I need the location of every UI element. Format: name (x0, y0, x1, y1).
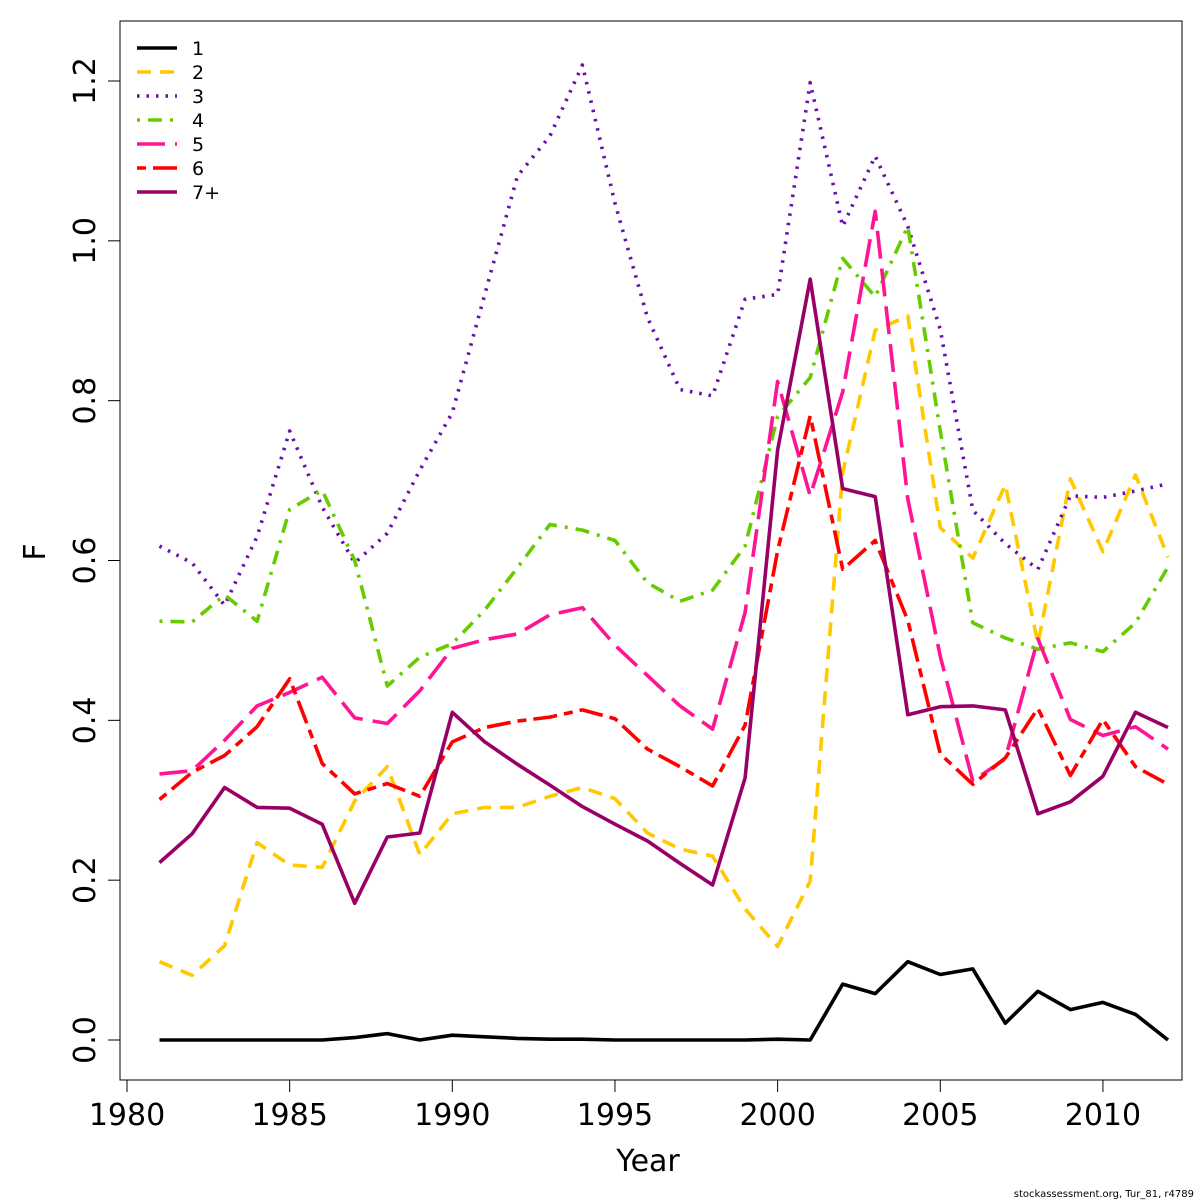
series-line-7plus (158, 277, 1169, 906)
x-tick-label: 1985 (251, 1098, 327, 1133)
x-tick-label: 2010 (1065, 1098, 1141, 1133)
x-axis-title: Year (615, 1144, 680, 1179)
series-line-5 (159, 209, 1170, 783)
legend-label: 3 (192, 86, 204, 108)
legend-label: 2 (192, 62, 204, 84)
y-tick-label: 1.2 (68, 57, 103, 105)
y-tick-label: 1.0 (68, 217, 103, 265)
series-line-4 (159, 224, 1170, 688)
y-axis-title: F (18, 543, 53, 560)
legend-label: 1 (192, 38, 204, 60)
series-line-1 (159, 959, 1170, 1042)
x-tick-label: 1980 (89, 1098, 165, 1133)
x-tick-label: 2000 (739, 1098, 815, 1133)
y-tick-label: 0.0 (68, 1016, 103, 1064)
y-tick-label: 0.6 (68, 537, 103, 585)
credit-text: stockassessment.org, Tur_81, r4789 (1014, 1189, 1194, 1200)
series-lines (158, 63, 1170, 1042)
y-tick-label: 0.4 (68, 696, 103, 744)
y-tick-label: 0.8 (68, 377, 103, 425)
y-axis: 0.0 0.2 0.4 0.6 0.8 1.0 1.2 (68, 57, 121, 1064)
plot-frame (119, 20, 1183, 1081)
x-tick-label: 1995 (577, 1098, 653, 1133)
series-line-6 (158, 414, 1169, 801)
x-tick-label: 1990 (414, 1098, 490, 1133)
legend-label: 4 (192, 110, 204, 132)
legend-label: 7+ (192, 182, 220, 204)
legend-label: 5 (192, 134, 204, 156)
series-line-2 (158, 314, 1170, 978)
x-tick-label: 2005 (902, 1098, 978, 1133)
y-tick-label: 0.2 (68, 856, 103, 904)
x-axis: 1980 1985 1990 1995 2000 2005 2010 (89, 1079, 1141, 1133)
legend-label: 6 (192, 158, 204, 180)
series-line-3 (158, 63, 1169, 608)
